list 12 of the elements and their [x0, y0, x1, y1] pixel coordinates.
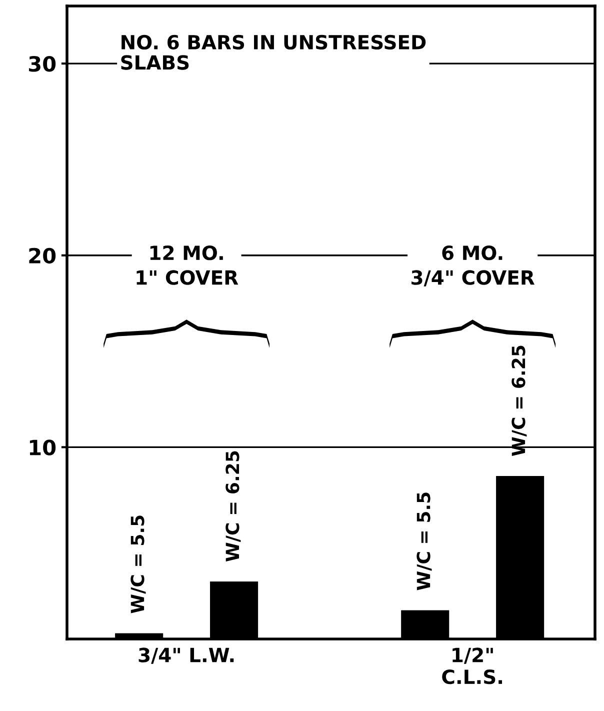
x-tick-label: 3/4" L.W.	[138, 648, 234, 664]
text: W/C = 6.25	[226, 451, 241, 562]
annotation: 12 MO. 1" COVER	[136, 245, 238, 285]
y-tick-label: 10	[30, 440, 56, 456]
y-tick-label: 20	[29, 248, 56, 264]
text: W/C = 5.5	[416, 492, 432, 590]
x-tick-label: 1/2" C.L.S.	[442, 648, 502, 684]
y-tick-label: 30	[28, 56, 56, 72]
annotation: 6 MO. 3/4" COVER	[412, 245, 535, 286]
text: NO. 6 BARS IN UNSTRESSED SLABS	[121, 34, 426, 70]
text: W/C = 5.5	[130, 516, 146, 614]
text: W/C = 6.25	[512, 346, 527, 456]
